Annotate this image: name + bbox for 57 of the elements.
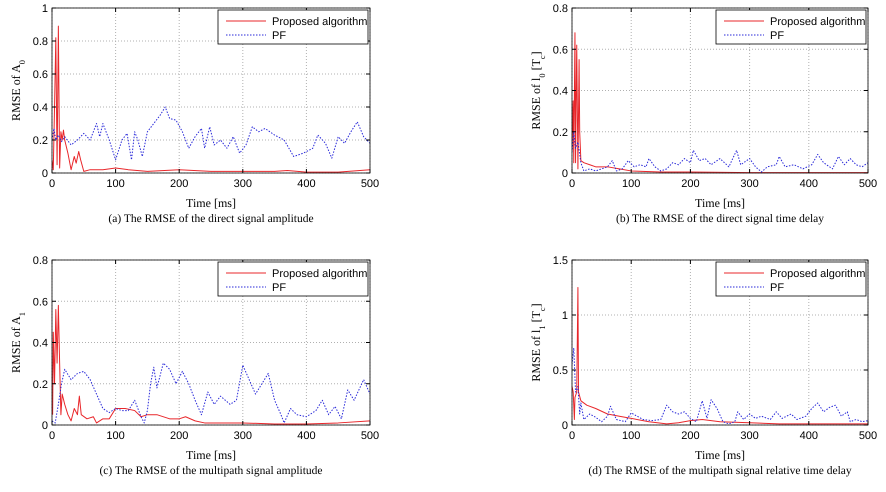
y-tick-label: 1.5 — [552, 255, 568, 267]
y-tick-label: 0 — [562, 420, 568, 432]
x-tick-label: 100 — [622, 430, 640, 442]
legend-label: Proposed algorithm — [272, 268, 368, 280]
x-tick-label: 400 — [297, 430, 316, 442]
x-tick-label: 500 — [858, 178, 878, 190]
legend-label: PF — [272, 282, 286, 294]
y-tick-label: 0.6 — [32, 296, 48, 308]
y-tick-label: 0.8 — [552, 3, 568, 15]
y-tick-label: 0.2 — [32, 135, 48, 147]
x-tick-label: 500 — [360, 178, 380, 190]
text: (c) The RMSE of the multipath signal amplitude — [99, 465, 323, 477]
x-axis-title: Time [ms] — [695, 196, 745, 210]
legend-label: PF — [770, 282, 784, 294]
x-tick-label: 100 — [106, 178, 125, 190]
x-tick-label: 300 — [234, 430, 252, 442]
y-tick-label: 0.8 — [32, 255, 48, 267]
text: (d) The RMSE of the multipath signal relative time delay — [588, 465, 852, 477]
y-tick-label: 0 — [42, 168, 48, 180]
text: (b) The RMSE of the direct signal time delay — [616, 213, 824, 225]
y-tick-label: 0.4 — [32, 338, 48, 350]
x-tick-label: 500 — [360, 430, 380, 442]
x-tick-label: 300 — [234, 178, 252, 190]
y-tick-label: 0.2 — [32, 378, 48, 391]
y-tick-label: 0.4 — [32, 102, 48, 114]
x-tick-label: 200 — [170, 430, 188, 442]
x-tick-label: 300 — [740, 178, 759, 190]
y-tick-label: 0 — [42, 420, 48, 432]
y-tick-label: 0.4 — [552, 86, 568, 98]
y-tick-label: 1 — [42, 3, 48, 15]
legend-label: PF — [770, 30, 784, 42]
x-axis-title: Time [ms] — [186, 196, 236, 210]
x-tick-label: 400 — [297, 178, 316, 190]
legend-label: Proposed algorithm — [770, 16, 866, 28]
x-tick-label: 400 — [800, 178, 818, 190]
line-series — [52, 106, 370, 160]
y-tick-label: 0.2 — [552, 126, 568, 139]
legend-label: Proposed algorithm — [770, 268, 866, 280]
y-tick-label: 0.6 — [552, 44, 568, 56]
x-axis-title: Time [ms] — [186, 448, 236, 462]
y-tick-label: 1 — [562, 310, 568, 322]
text: (a) The RMSE of the direct signal amplitude — [108, 213, 314, 225]
y-tick-label: 0 — [562, 168, 568, 180]
x-axis-title: Time [ms] — [695, 448, 745, 462]
x-tick-label: 100 — [622, 178, 640, 190]
x-tick-label: 200 — [170, 178, 188, 190]
x-tick-label: 400 — [800, 430, 818, 442]
y-tick-label: 0.8 — [32, 36, 48, 48]
y-tick-label: 0.5 — [552, 365, 568, 377]
x-tick-label: 300 — [740, 430, 759, 442]
y-tick-label: 0.6 — [32, 69, 48, 81]
legend-label: Proposed algorithm — [272, 16, 368, 28]
x-tick-label: 200 — [681, 178, 700, 190]
x-tick-label: 100 — [106, 430, 125, 442]
x-tick-label: 200 — [681, 430, 700, 442]
legend-label: PF — [272, 30, 286, 42]
x-tick-label: 500 — [858, 430, 878, 442]
